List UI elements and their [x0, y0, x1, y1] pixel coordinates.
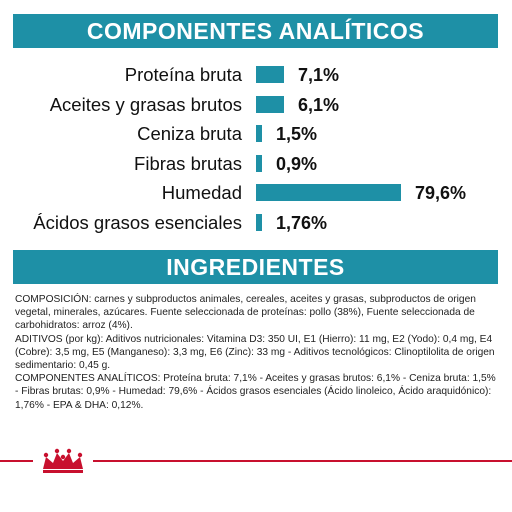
composition-paragraph: COMPOSICIÓN: carnes y subproductos anima… [15, 294, 476, 332]
analytics-row: Ceniza bruta 1,5% [0, 122, 512, 146]
additives-paragraph: ADITIVOS (por kg): Aditivos nutricionale… [15, 333, 495, 372]
analytics-banner: COMPONENTES ANALÍTICOS [13, 14, 498, 48]
analytics-row-label: Humedad [161, 182, 242, 203]
analytics-row-value: 7,1% [298, 65, 340, 85]
analytics-row-label: Proteína bruta [124, 64, 242, 85]
analytics-row: Proteína bruta 7,1% [0, 63, 512, 87]
analytics-row-value: 0,9% [276, 153, 318, 174]
analytics-row-value: 1,76% [276, 212, 328, 233]
analytics-row-value: 1,5% [276, 124, 318, 144]
ingredients-banner: INGREDIENTES [13, 250, 498, 284]
analytics-title: COMPONENTES ANALÍTICOS [86, 17, 425, 44]
analytics-row-value: 6,1% [298, 94, 340, 115]
analytics-row-label: Aceites y grasas brutos [49, 93, 242, 115]
analytics-row-bar [256, 95, 284, 113]
analytics-row-bar [256, 184, 401, 201]
analytics-row-bar [256, 66, 284, 83]
analytics-row: Humedad 79,6% [0, 181, 512, 205]
analytics-row: Aceites y grasas brutos 6,1% [0, 93, 512, 117]
footer-divider [0, 460, 512, 462]
ingredients-title: INGREDIENTES [166, 253, 345, 280]
analytics-row-bar [256, 213, 262, 231]
analytics-row: Fibras brutas 0,9% [0, 152, 512, 176]
analytics-row-value: 79,6% [415, 183, 467, 203]
ingredients-text: COMPOSICIÓN: carnes y subproductos anima… [15, 293, 500, 412]
royal-crown-logo-icon [33, 445, 93, 475]
analytics-row-label: Ceniza bruta [137, 123, 242, 144]
analytics-row-label: Fibras brutas [134, 152, 242, 174]
components-paragraph: COMPONENTES ANALÍTICOS: Proteína bruta: … [15, 373, 496, 411]
analytics-row: Ácidos grasos esenciales 1,76% [0, 211, 512, 235]
analytics-row-bar [256, 125, 262, 142]
analytics-row-label: Ácidos grasos esenciales [33, 211, 242, 233]
analytics-row-bar [256, 154, 262, 172]
